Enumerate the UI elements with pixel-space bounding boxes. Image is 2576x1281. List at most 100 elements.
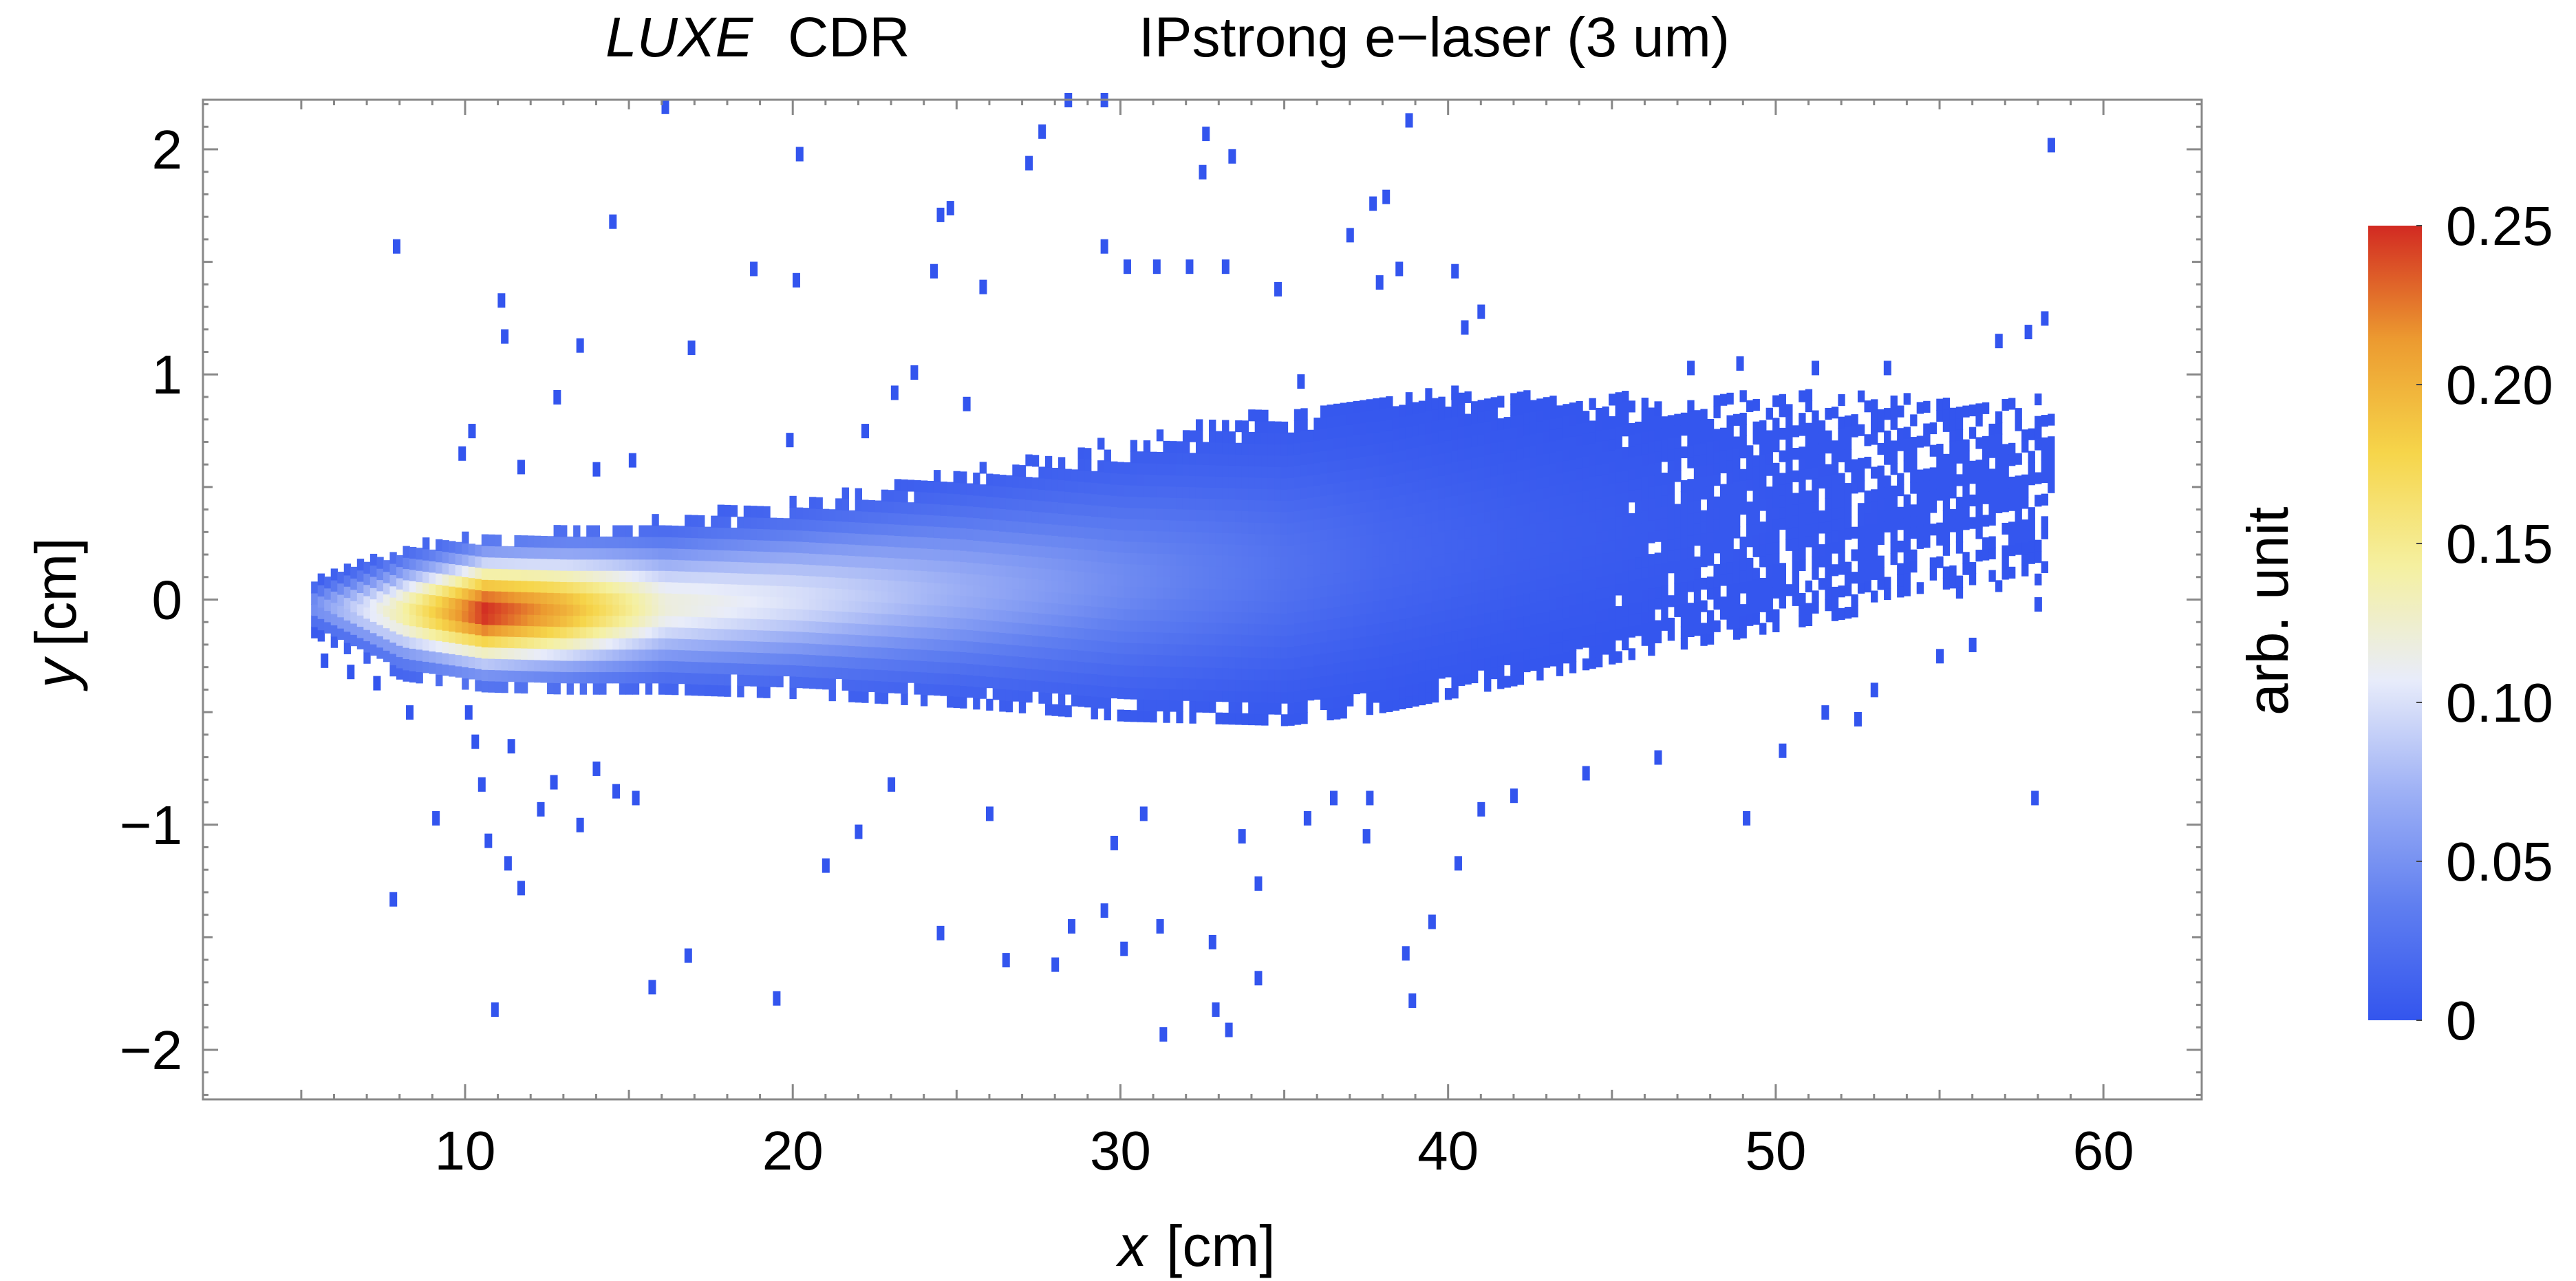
heatmap-cell <box>1779 450 1786 462</box>
heatmap-cell <box>1294 409 1302 421</box>
heatmap-cell <box>1464 594 1472 606</box>
heatmap-cell <box>1523 536 1531 549</box>
heatmap-cell <box>1549 632 1557 644</box>
heatmap-cell <box>1150 587 1157 599</box>
heatmap-cell <box>1235 713 1243 725</box>
heatmap-cell <box>1516 616 1525 629</box>
heatmap-cell <box>1825 430 1832 442</box>
heatmap-cell <box>665 559 672 571</box>
heatmap-cell <box>901 581 908 593</box>
heatmap-cell <box>999 688 1007 701</box>
heatmap-cell <box>1274 477 1282 490</box>
heatmap-cell <box>1077 661 1085 674</box>
heatmap-cell <box>1706 430 1715 442</box>
heatmap-cell <box>979 676 987 688</box>
heatmap-cell <box>874 557 882 569</box>
heatmap-cell <box>1071 660 1079 673</box>
heatmap-cell <box>1425 489 1432 502</box>
heatmap-cell <box>665 649 672 661</box>
heatmap-cell <box>953 640 960 652</box>
heatmap-cell <box>1241 442 1249 455</box>
heatmap-cell <box>1425 568 1432 581</box>
heatmap-cell <box>940 560 947 572</box>
heatmap-cell <box>1628 491 1635 503</box>
heatmap-cell <box>888 535 895 547</box>
heatmap-cell <box>1516 391 1525 404</box>
heatmap-cell <box>1163 576 1170 588</box>
heatmap-cell <box>1641 409 1649 421</box>
heatmap-cell <box>560 570 568 582</box>
heatmap-cell <box>1222 476 1230 488</box>
heatmap-cell <box>1955 541 1964 554</box>
heatmap-cell <box>1589 521 1596 534</box>
heatmap-cell <box>645 615 653 627</box>
heatmap-cell <box>1405 516 1413 528</box>
heatmap-cell <box>1228 476 1236 488</box>
heatmap-cell <box>1353 457 1360 469</box>
heatmap-cell <box>1182 464 1190 476</box>
heatmap-cell <box>1451 439 1459 451</box>
heatmap-cell <box>1431 454 1439 466</box>
heatmap-cell <box>1543 577 1551 590</box>
heatmap-cell <box>795 563 804 576</box>
heatmap-cell <box>1988 480 1996 492</box>
heatmap-cell <box>599 548 607 560</box>
heatmap-cell <box>1005 475 1013 488</box>
heatmap-cell <box>927 683 934 696</box>
heatmap-cell <box>1320 484 1328 497</box>
heatmap-cell <box>966 652 974 665</box>
heatmap-cell <box>1222 623 1230 635</box>
heatmap-cell <box>1726 584 1734 596</box>
heatmap-cell <box>1386 407 1393 420</box>
heatmap-cell <box>1261 510 1269 524</box>
heatmap-cell <box>1064 592 1072 605</box>
heatmap-cell <box>632 638 640 650</box>
heatmap-cell <box>402 591 410 603</box>
heatmap-cell <box>1609 517 1616 530</box>
heatmap-cell <box>933 504 941 516</box>
heatmap-cell <box>1091 583 1098 596</box>
heatmap-cell <box>894 580 902 592</box>
heatmap-cell <box>1143 710 1151 722</box>
heatmap-cell <box>1346 548 1354 561</box>
heatmap-cell <box>1091 572 1098 585</box>
heatmap-cell <box>1267 421 1276 433</box>
heatmap-cell <box>592 660 601 673</box>
heatmap-cell <box>1399 405 1406 417</box>
heatmap-cell <box>1366 601 1373 614</box>
heatmap-cell <box>1340 447 1347 460</box>
heatmap-cell <box>724 516 731 528</box>
heatmap-cell <box>1254 691 1263 703</box>
heatmap-cell <box>737 561 744 574</box>
heatmap-cell <box>1706 577 1715 589</box>
heatmap-cell <box>737 629 744 641</box>
heatmap-cell <box>973 618 980 631</box>
heatmap-cell <box>1451 687 1459 699</box>
heatmap-cell <box>1150 609 1157 621</box>
heatmap-cell <box>841 543 849 556</box>
heatmap-cell <box>1444 586 1452 599</box>
heatmap-cell <box>881 658 889 671</box>
heatmap-cell <box>1222 442 1230 455</box>
heatmap-cell <box>1124 507 1131 519</box>
heatmap-cell <box>907 614 915 627</box>
heatmap-cell <box>1156 553 1164 566</box>
heatmap-cell <box>927 515 934 527</box>
heatmap-cell <box>841 577 849 590</box>
heatmap-cell <box>1516 572 1525 584</box>
heatmap-cell <box>2008 499 2016 511</box>
heatmap-cell <box>1484 398 1492 411</box>
heatmap-cell <box>1379 566 1386 579</box>
heatmap-cell <box>1261 713 1269 726</box>
heatmap-cell <box>1169 531 1177 543</box>
heatmap-cell <box>553 682 561 695</box>
heatmap-cell <box>1949 419 1957 431</box>
heatmap-cell <box>1294 442 1302 455</box>
heatmap-cell <box>1117 619 1125 632</box>
heatmap-cell <box>1805 422 1813 435</box>
heatmap-cell <box>1988 469 1996 481</box>
heatmap-cell <box>1719 450 1728 462</box>
heatmap-cell <box>1235 702 1243 714</box>
heatmap-cell <box>475 668 482 680</box>
heatmap-cell <box>1569 560 1577 572</box>
